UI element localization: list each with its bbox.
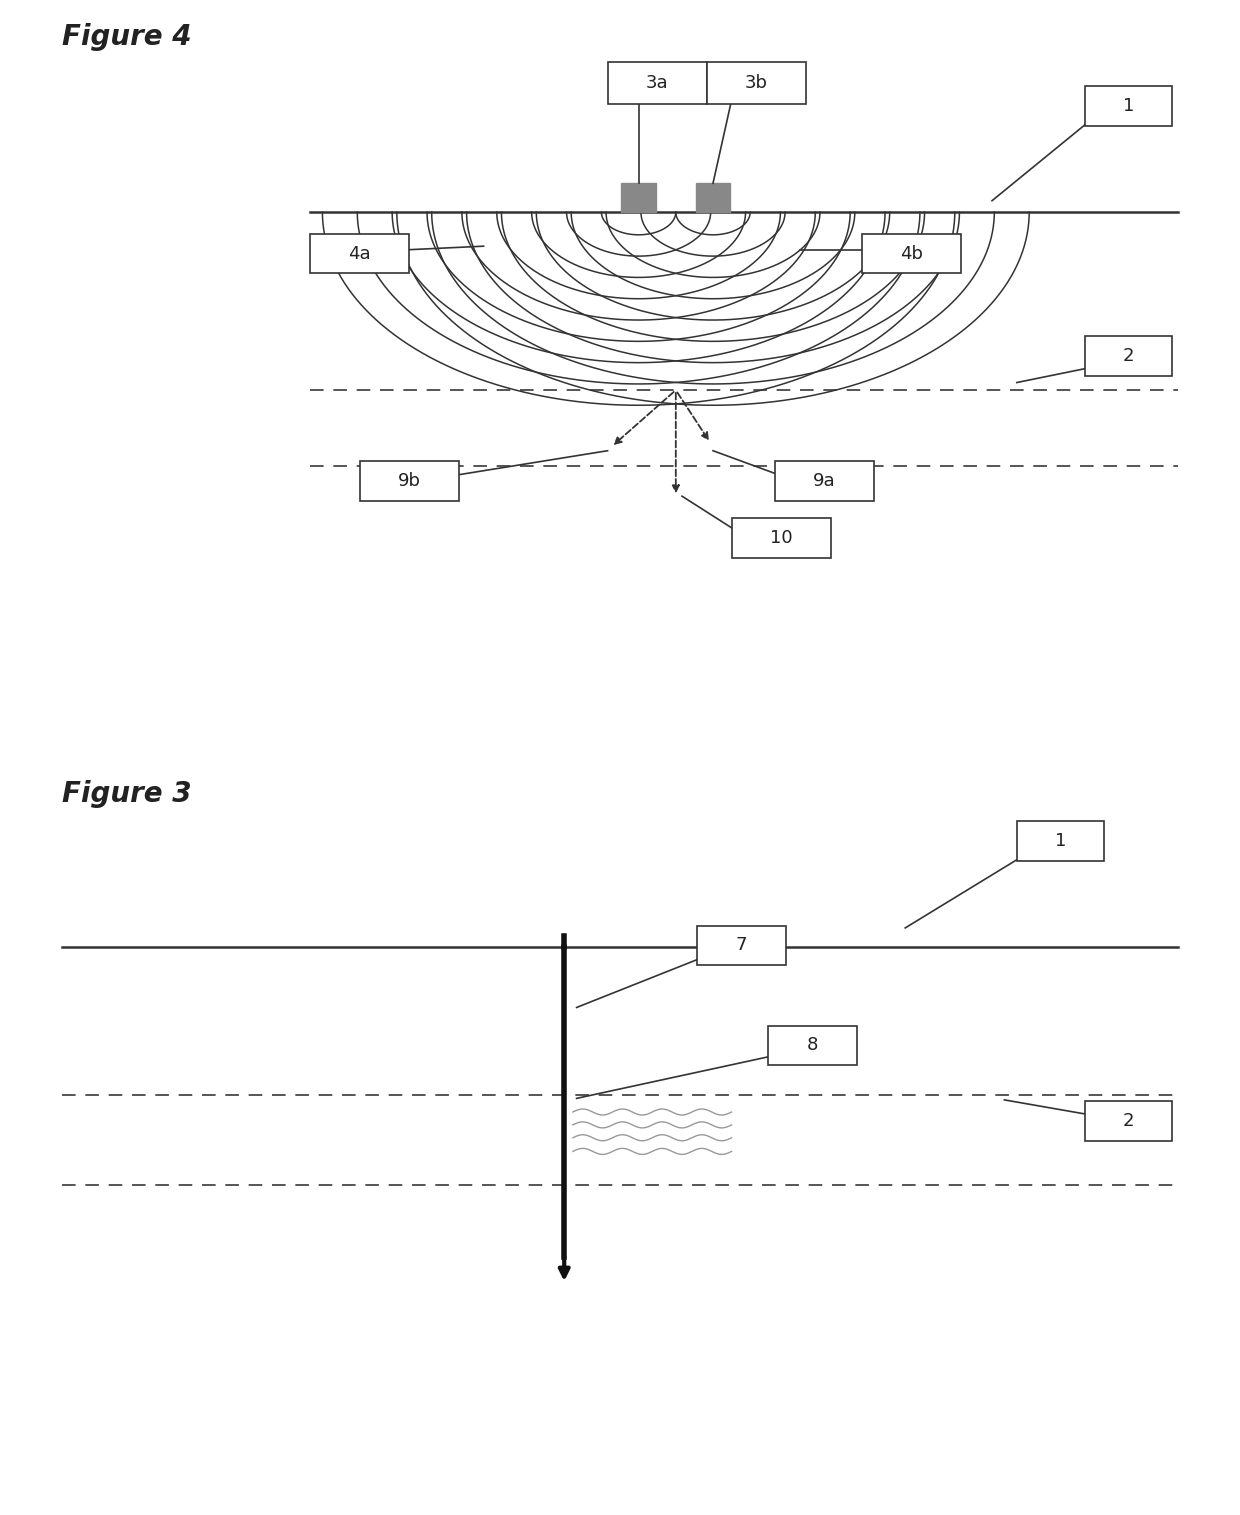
Text: 4a: 4a: [348, 245, 371, 262]
Bar: [621, 183, 656, 212]
FancyBboxPatch shape: [768, 1026, 857, 1065]
FancyBboxPatch shape: [1085, 336, 1172, 376]
Text: 4b: 4b: [900, 245, 923, 262]
Text: Figure 3: Figure 3: [62, 780, 191, 807]
Text: 3b: 3b: [745, 74, 768, 92]
Text: 9a: 9a: [813, 473, 836, 489]
Text: Figure 4: Figure 4: [62, 23, 191, 50]
FancyBboxPatch shape: [862, 235, 961, 273]
Text: 2: 2: [1122, 1112, 1135, 1130]
Text: 1: 1: [1122, 97, 1135, 115]
FancyBboxPatch shape: [1085, 1101, 1172, 1141]
FancyBboxPatch shape: [310, 235, 409, 273]
FancyBboxPatch shape: [732, 518, 831, 558]
Text: 8: 8: [806, 1036, 818, 1054]
FancyBboxPatch shape: [360, 462, 459, 500]
Bar: [696, 183, 730, 212]
FancyBboxPatch shape: [1017, 821, 1104, 861]
Text: 3a: 3a: [646, 74, 668, 92]
FancyBboxPatch shape: [1085, 86, 1172, 126]
Text: 9b: 9b: [398, 473, 420, 489]
Text: 7: 7: [735, 936, 748, 954]
FancyBboxPatch shape: [608, 62, 707, 105]
FancyBboxPatch shape: [775, 462, 874, 500]
Text: 10: 10: [770, 529, 792, 547]
FancyBboxPatch shape: [697, 926, 786, 965]
Text: 1: 1: [1054, 832, 1066, 850]
Text: 2: 2: [1122, 347, 1135, 365]
FancyBboxPatch shape: [707, 62, 806, 105]
